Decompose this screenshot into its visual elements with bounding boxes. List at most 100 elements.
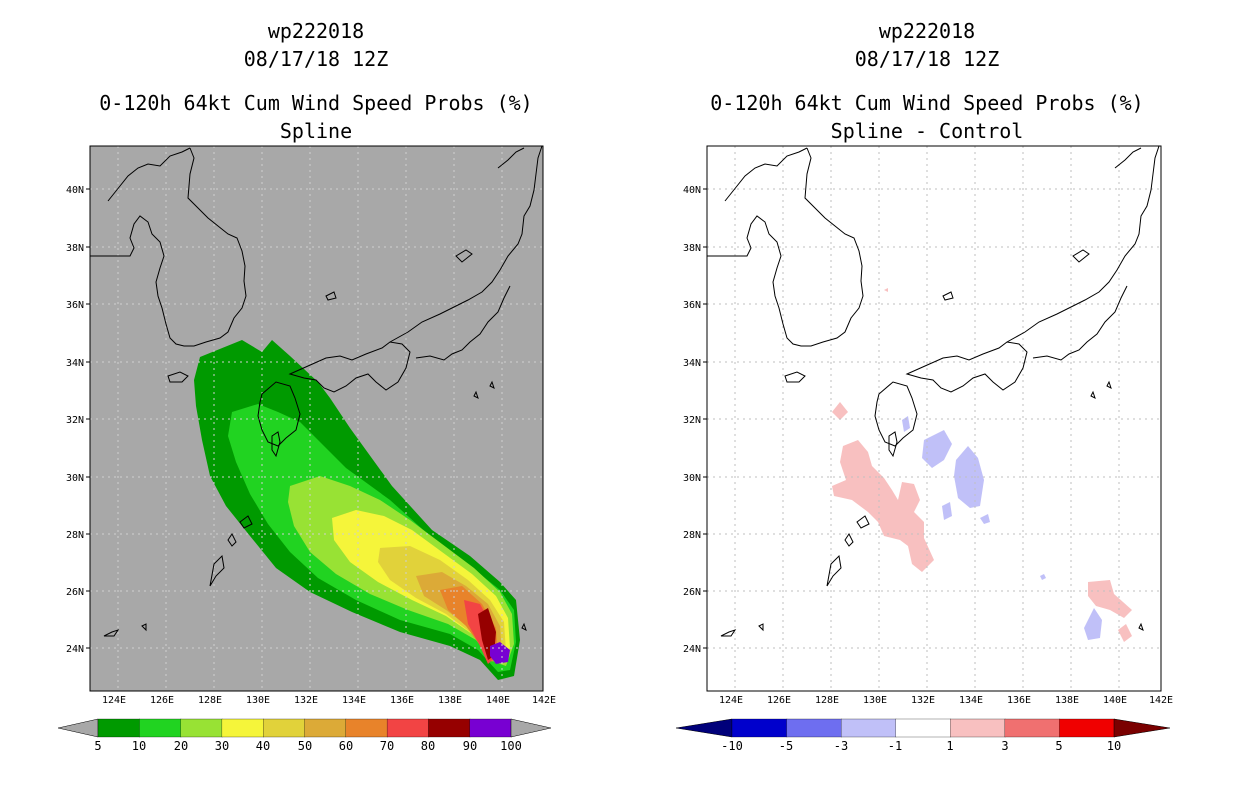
colorbar-swatch bbox=[840, 718, 897, 738]
left-colorbar: 5 10 20 30 40 50 60 70 80 90 100 bbox=[57, 718, 552, 753]
lon-label: 124E bbox=[719, 695, 743, 706]
left-storm-id: wp222018 bbox=[268, 19, 364, 43]
colorbar-swatch bbox=[345, 718, 388, 738]
lon-label: 128E bbox=[198, 695, 222, 706]
right-lat-ticks bbox=[703, 188, 707, 649]
diff-negative-area bbox=[954, 446, 984, 508]
colorbar-ticks: -10 -5 -3 -1 1 3 5 10 bbox=[721, 739, 1121, 753]
diff-negative-area bbox=[1040, 574, 1046, 580]
colorbar-swatch bbox=[469, 718, 512, 738]
diff-positive-area bbox=[832, 440, 934, 572]
right-gridlines bbox=[707, 146, 1161, 691]
right-panel: wp222018 08/17/18 12Z 0-120h 64kt Cum Wi… bbox=[675, 19, 1173, 753]
right-datetime: 08/17/18 12Z bbox=[855, 47, 1000, 71]
lon-label: 136E bbox=[390, 695, 414, 706]
colorbar-tick: 10 bbox=[132, 739, 146, 753]
colorbar-swatch bbox=[386, 718, 430, 738]
lat-label: 34N bbox=[66, 358, 84, 369]
colorbar-swatch bbox=[304, 718, 347, 738]
colorbar-tick: -3 bbox=[834, 739, 848, 753]
lat-label: 24N bbox=[66, 644, 84, 655]
right-lon-axis: 124E 126E 128E 130E 132E 134E 136E 138E … bbox=[719, 695, 1173, 706]
colorbar-tick: 10 bbox=[1107, 739, 1121, 753]
diff-positive-area bbox=[1088, 580, 1132, 618]
right-subtitle: Spline - Control bbox=[831, 119, 1024, 143]
colorbar-tick: 50 bbox=[298, 739, 312, 753]
right-storm-id: wp222018 bbox=[879, 19, 975, 43]
lat-label: 30N bbox=[66, 473, 84, 484]
lon-label: 134E bbox=[342, 695, 366, 706]
diff-negative-area bbox=[942, 502, 952, 520]
colorbar-tick: 100 bbox=[500, 739, 522, 753]
lon-label: 132E bbox=[911, 695, 935, 706]
left-datetime: 08/17/18 12Z bbox=[244, 47, 389, 71]
right-colorbar: -10 -5 -3 -1 1 3 5 10 bbox=[675, 718, 1171, 753]
left-subtitle: Spline bbox=[280, 119, 352, 143]
lon-label: 140E bbox=[1103, 695, 1127, 706]
lat-label: 36N bbox=[683, 300, 701, 311]
colorbar-under-arrow bbox=[675, 718, 733, 738]
colorbar-tick: 3 bbox=[1001, 739, 1008, 753]
lat-label: 28N bbox=[683, 530, 701, 541]
lat-label: 32N bbox=[66, 415, 84, 426]
lon-label: 130E bbox=[863, 695, 887, 706]
lat-label: 40N bbox=[683, 185, 701, 196]
lat-label: 24N bbox=[683, 644, 701, 655]
colorbar-tick: 5 bbox=[94, 739, 101, 753]
left-panel: wp222018 08/17/18 12Z 0-120h 64kt Cum Wi… bbox=[57, 19, 556, 753]
colorbar-swatch bbox=[950, 718, 1006, 738]
colorbar-swatch bbox=[180, 718, 223, 738]
colorbar-swatches bbox=[97, 718, 512, 738]
lat-label: 26N bbox=[66, 587, 84, 598]
colorbar-ticks: 5 10 20 30 40 50 60 70 80 90 100 bbox=[94, 739, 521, 753]
colorbar-swatch bbox=[263, 718, 306, 738]
colorbar-swatches bbox=[731, 718, 1115, 738]
colorbar-tick: 20 bbox=[174, 739, 188, 753]
lon-label: 128E bbox=[815, 695, 839, 706]
colorbar-swatch bbox=[139, 718, 182, 738]
colorbar-tick: 5 bbox=[1055, 739, 1062, 753]
lat-label: 28N bbox=[66, 530, 84, 541]
left-lat-ticks bbox=[86, 188, 90, 649]
left-lon-axis: 124E 126E 128E 130E 132E 134E 136E 138E … bbox=[102, 695, 556, 706]
colorbar-under-arrow bbox=[57, 718, 99, 738]
lat-label: 40N bbox=[66, 185, 84, 196]
lon-label: 132E bbox=[294, 695, 318, 706]
lat-label: 38N bbox=[66, 243, 84, 254]
lon-label: 124E bbox=[102, 695, 126, 706]
colorbar-tick: 1 bbox=[946, 739, 953, 753]
lon-label: 136E bbox=[1007, 695, 1031, 706]
colorbar-swatch bbox=[731, 718, 788, 738]
colorbar-swatch bbox=[1059, 718, 1115, 738]
colorbar-tick: 40 bbox=[256, 739, 270, 753]
lon-label: 134E bbox=[959, 695, 983, 706]
colorbar-tick: 60 bbox=[339, 739, 353, 753]
lat-label: 34N bbox=[683, 358, 701, 369]
lon-label: 130E bbox=[246, 695, 270, 706]
colorbar-tick: -5 bbox=[779, 739, 793, 753]
lon-label: 126E bbox=[150, 695, 174, 706]
diff-negative-area bbox=[1084, 608, 1102, 640]
colorbar-over-arrow bbox=[1113, 718, 1171, 738]
colorbar-tick: 30 bbox=[215, 739, 229, 753]
colorbar-tick: -10 bbox=[721, 739, 743, 753]
colorbar-swatch bbox=[97, 718, 140, 738]
colorbar-tick: 80 bbox=[421, 739, 435, 753]
colorbar-swatch bbox=[895, 718, 951, 738]
lat-label: 36N bbox=[66, 300, 84, 311]
lon-label: 142E bbox=[1149, 695, 1173, 706]
diff-positive-area bbox=[832, 402, 848, 420]
diff-positive-area bbox=[1118, 624, 1132, 642]
lon-label: 140E bbox=[486, 695, 510, 706]
right-difference-contours bbox=[832, 288, 1132, 642]
colorbar-tick: -1 bbox=[888, 739, 902, 753]
lat-label: 30N bbox=[683, 473, 701, 484]
lat-label: 38N bbox=[683, 243, 701, 254]
colorbar-swatch bbox=[1004, 718, 1061, 738]
lat-label: 26N bbox=[683, 587, 701, 598]
lon-label: 142E bbox=[532, 695, 556, 706]
lon-label: 126E bbox=[767, 695, 791, 706]
diff-negative-area bbox=[902, 416, 910, 432]
diff-negative-area bbox=[922, 430, 952, 468]
